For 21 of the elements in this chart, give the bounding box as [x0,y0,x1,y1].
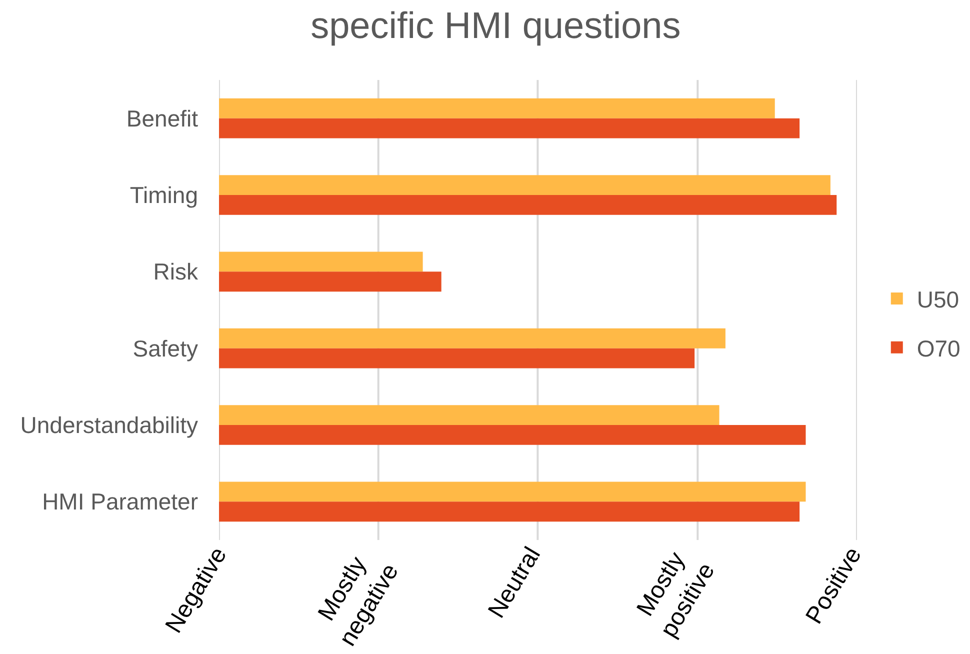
y-tick-label: Safety [132,335,198,362]
y-tick-label: Risk [153,258,198,285]
y-tick-label: Benefit [126,105,199,132]
y-tick-label: Timing [130,182,198,208]
y-tick-label: Understandability [20,412,198,438]
bar [219,195,837,215]
bar [219,425,806,445]
bar [219,482,806,502]
bar [219,348,695,368]
bar [219,502,800,522]
bar [219,118,800,138]
bar [219,175,830,195]
chart-title: specific HMI questions [310,4,681,46]
bar [219,98,775,118]
bar [219,405,720,425]
legend-label: O70 [916,335,960,362]
bar [219,328,726,348]
legend-label: U50 [916,286,960,312]
y-tick-label: HMI Parameter [42,488,198,515]
bar [219,272,442,292]
bar [219,252,423,272]
